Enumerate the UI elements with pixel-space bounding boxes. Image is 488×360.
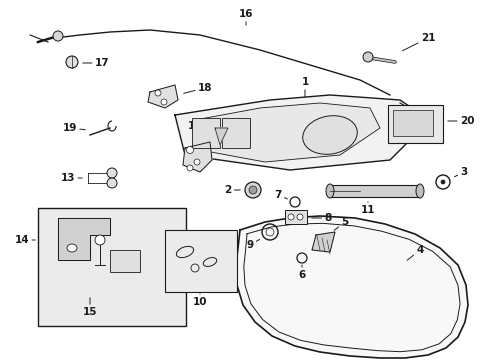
Text: 3: 3 xyxy=(453,167,467,177)
Circle shape xyxy=(107,178,117,188)
Text: 6: 6 xyxy=(298,265,305,280)
Text: 18: 18 xyxy=(183,83,212,93)
Circle shape xyxy=(66,56,78,68)
Polygon shape xyxy=(58,218,110,260)
Ellipse shape xyxy=(67,244,77,252)
Bar xyxy=(110,250,140,272)
Text: 1: 1 xyxy=(301,77,308,97)
Circle shape xyxy=(95,235,105,245)
Text: 21: 21 xyxy=(402,33,434,51)
Text: 17: 17 xyxy=(82,58,109,68)
Circle shape xyxy=(248,186,257,194)
Circle shape xyxy=(362,52,372,62)
Polygon shape xyxy=(183,142,212,172)
Text: 5: 5 xyxy=(333,217,348,230)
Bar xyxy=(392,110,432,136)
Text: 4: 4 xyxy=(407,245,423,260)
Polygon shape xyxy=(215,128,227,145)
Circle shape xyxy=(155,90,161,96)
Circle shape xyxy=(296,214,303,220)
Bar xyxy=(164,230,237,292)
Circle shape xyxy=(194,159,200,165)
Bar xyxy=(329,185,419,197)
Polygon shape xyxy=(148,85,178,108)
Circle shape xyxy=(107,168,117,178)
Circle shape xyxy=(53,31,63,41)
Circle shape xyxy=(440,180,444,184)
Text: 9: 9 xyxy=(246,239,259,250)
Ellipse shape xyxy=(325,184,333,198)
Text: 16: 16 xyxy=(238,9,253,25)
Text: 11: 11 xyxy=(360,202,374,215)
Text: 15: 15 xyxy=(82,298,97,317)
Polygon shape xyxy=(311,232,334,252)
Circle shape xyxy=(186,165,193,171)
Polygon shape xyxy=(236,216,467,358)
Circle shape xyxy=(161,99,167,105)
Ellipse shape xyxy=(302,116,357,154)
Bar xyxy=(222,118,249,148)
Ellipse shape xyxy=(415,184,423,198)
Text: 13: 13 xyxy=(61,173,82,183)
Text: 19: 19 xyxy=(62,123,85,133)
Text: 12: 12 xyxy=(187,121,202,137)
Polygon shape xyxy=(195,103,379,162)
Text: 2: 2 xyxy=(224,185,240,195)
Polygon shape xyxy=(175,95,429,170)
Circle shape xyxy=(244,182,261,198)
Text: 10: 10 xyxy=(192,294,207,307)
Circle shape xyxy=(287,214,293,220)
Text: 14: 14 xyxy=(15,235,35,245)
Bar xyxy=(387,105,442,143)
Bar xyxy=(192,118,220,148)
Text: 7: 7 xyxy=(274,190,287,200)
Bar xyxy=(285,210,306,224)
Text: 8: 8 xyxy=(311,213,331,223)
Circle shape xyxy=(186,147,193,153)
Bar xyxy=(38,208,185,326)
Text: 20: 20 xyxy=(447,116,473,126)
